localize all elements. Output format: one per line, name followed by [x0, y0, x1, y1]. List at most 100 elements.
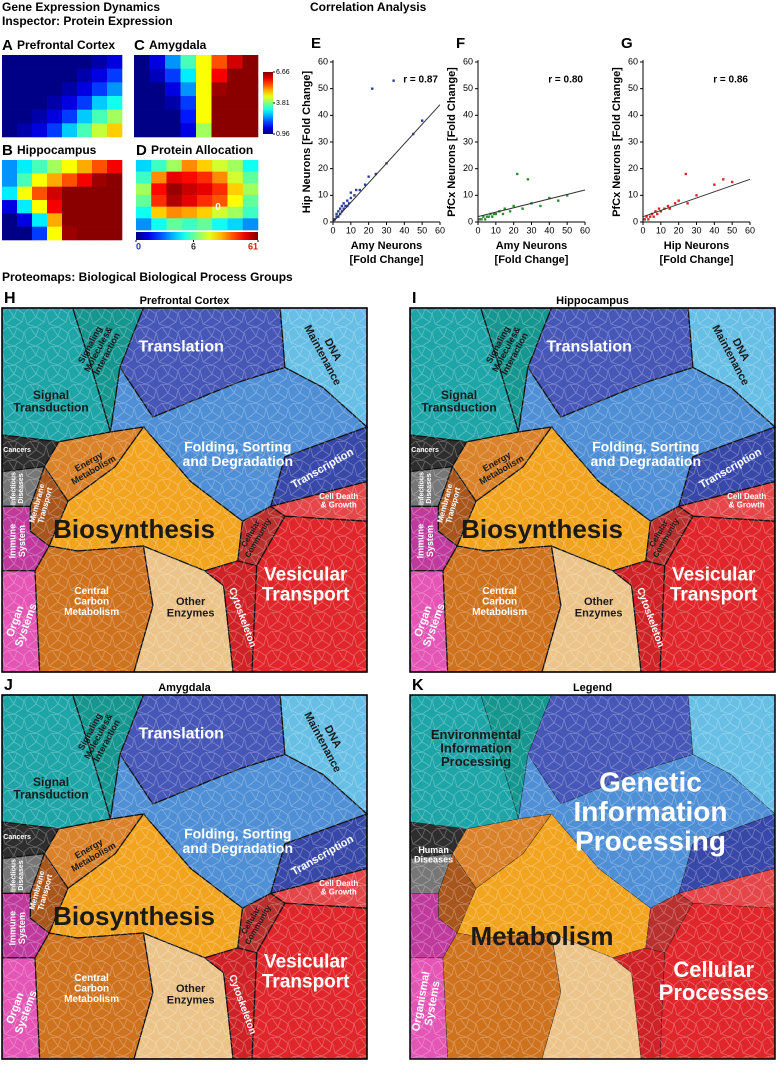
heat-cell — [134, 68, 150, 83]
heat-cell — [17, 109, 33, 124]
region-label: Signal Transduction — [421, 388, 496, 415]
heat-cell — [149, 55, 166, 69]
heat-cell — [32, 55, 48, 69]
label-line: Processes — [659, 980, 769, 1005]
heat-cell — [32, 226, 48, 241]
region-label: Biosynthesis — [461, 514, 623, 544]
heat-cell — [62, 200, 78, 214]
heat-cell — [77, 82, 93, 97]
heat-cell — [134, 55, 150, 69]
heat-cell — [2, 213, 18, 227]
heat-cell — [151, 171, 167, 184]
y-tick-label: 0 — [633, 216, 638, 226]
heat-cell — [180, 109, 197, 124]
heat-cell — [211, 96, 228, 110]
x-tick-label: 40 — [544, 225, 554, 235]
heat-cell — [107, 68, 123, 83]
panel-letter: C — [134, 37, 145, 54]
heat-cell — [181, 206, 198, 219]
heat-cell — [2, 68, 18, 83]
heat-cell — [242, 218, 259, 231]
heat-cell — [211, 55, 228, 69]
colorbar — [263, 72, 273, 134]
label-line: System — [17, 525, 27, 557]
heat-cell — [77, 200, 93, 214]
heat-cell — [17, 200, 33, 214]
point — [677, 199, 680, 202]
heat-cell — [47, 213, 63, 227]
heat-cell — [242, 160, 259, 172]
heat-cell — [242, 96, 259, 110]
point — [526, 178, 530, 181]
heat-cell — [62, 186, 78, 201]
heat-cell — [92, 109, 108, 124]
heat-cell — [136, 183, 152, 196]
heat-cell — [165, 123, 181, 138]
heat-cell — [32, 213, 48, 227]
region-label: Central Carbon Metabolism — [64, 973, 119, 1005]
label-line: Central — [74, 973, 109, 984]
heat-cell — [151, 195, 167, 207]
point — [482, 215, 485, 218]
point — [673, 202, 677, 205]
heat-cell — [242, 123, 259, 138]
heat-cell — [32, 173, 48, 187]
label-line: Signal — [33, 388, 69, 402]
heat-cell — [2, 173, 18, 187]
region-label: Central Carbon Metabolism — [64, 586, 119, 618]
point — [557, 199, 560, 202]
point — [371, 87, 374, 90]
heat-cell — [196, 82, 212, 97]
y-tick-label: 10 — [463, 190, 473, 200]
point — [548, 196, 551, 200]
heat-cell — [197, 183, 213, 196]
point — [367, 175, 370, 178]
heat-cell — [47, 55, 63, 69]
heat-cell — [165, 96, 181, 110]
heat-cell — [197, 195, 213, 207]
label-line: Transduction — [421, 401, 496, 415]
region-label: InfectiousDiseases — [418, 472, 432, 505]
region-label: Cancers — [3, 447, 31, 454]
heat-cell — [2, 160, 18, 174]
heat-cell — [17, 55, 33, 69]
heat-cell — [77, 96, 93, 110]
region-label: Metabolism — [471, 921, 614, 951]
region-label: Human Diseases — [414, 845, 453, 864]
y-tick-label: 30 — [628, 136, 638, 146]
map-frame — [1, 694, 368, 1060]
label-line: Cell Death — [319, 879, 358, 888]
heat-cell — [2, 109, 18, 124]
heat-cell — [196, 68, 212, 83]
heat-cell — [151, 206, 167, 219]
cell-texture — [410, 695, 775, 1059]
heat-cell — [136, 206, 152, 219]
heat-cell — [17, 160, 33, 174]
point — [354, 188, 358, 192]
heat-cell — [32, 82, 48, 97]
label-line: Folding, Sorting — [184, 825, 291, 841]
point — [340, 204, 344, 208]
label-line: Metabolism — [64, 994, 119, 1005]
region-label: Cancers — [3, 834, 31, 841]
panel-title: Amygdala — [149, 38, 207, 52]
heat-cell — [47, 160, 63, 174]
heat-cell — [62, 96, 78, 110]
label-line: Translation — [139, 339, 224, 356]
heat-cell — [32, 160, 48, 174]
label-line: Transport — [262, 972, 350, 993]
point — [648, 215, 652, 218]
heat-cell — [166, 218, 183, 231]
point — [344, 204, 347, 208]
point — [494, 212, 498, 216]
section-title: Correlation Analysis — [310, 0, 427, 14]
heat-cell — [181, 171, 198, 184]
heat-cell — [107, 213, 123, 227]
label-line: Enzymes — [167, 607, 215, 619]
heat-cell — [166, 160, 183, 172]
heat-cell — [149, 123, 166, 138]
heat-cell — [136, 218, 152, 231]
panel-letter: G — [621, 35, 633, 52]
proteomap: Signal TransductionSignalingMolecules&Int… — [1, 307, 369, 673]
